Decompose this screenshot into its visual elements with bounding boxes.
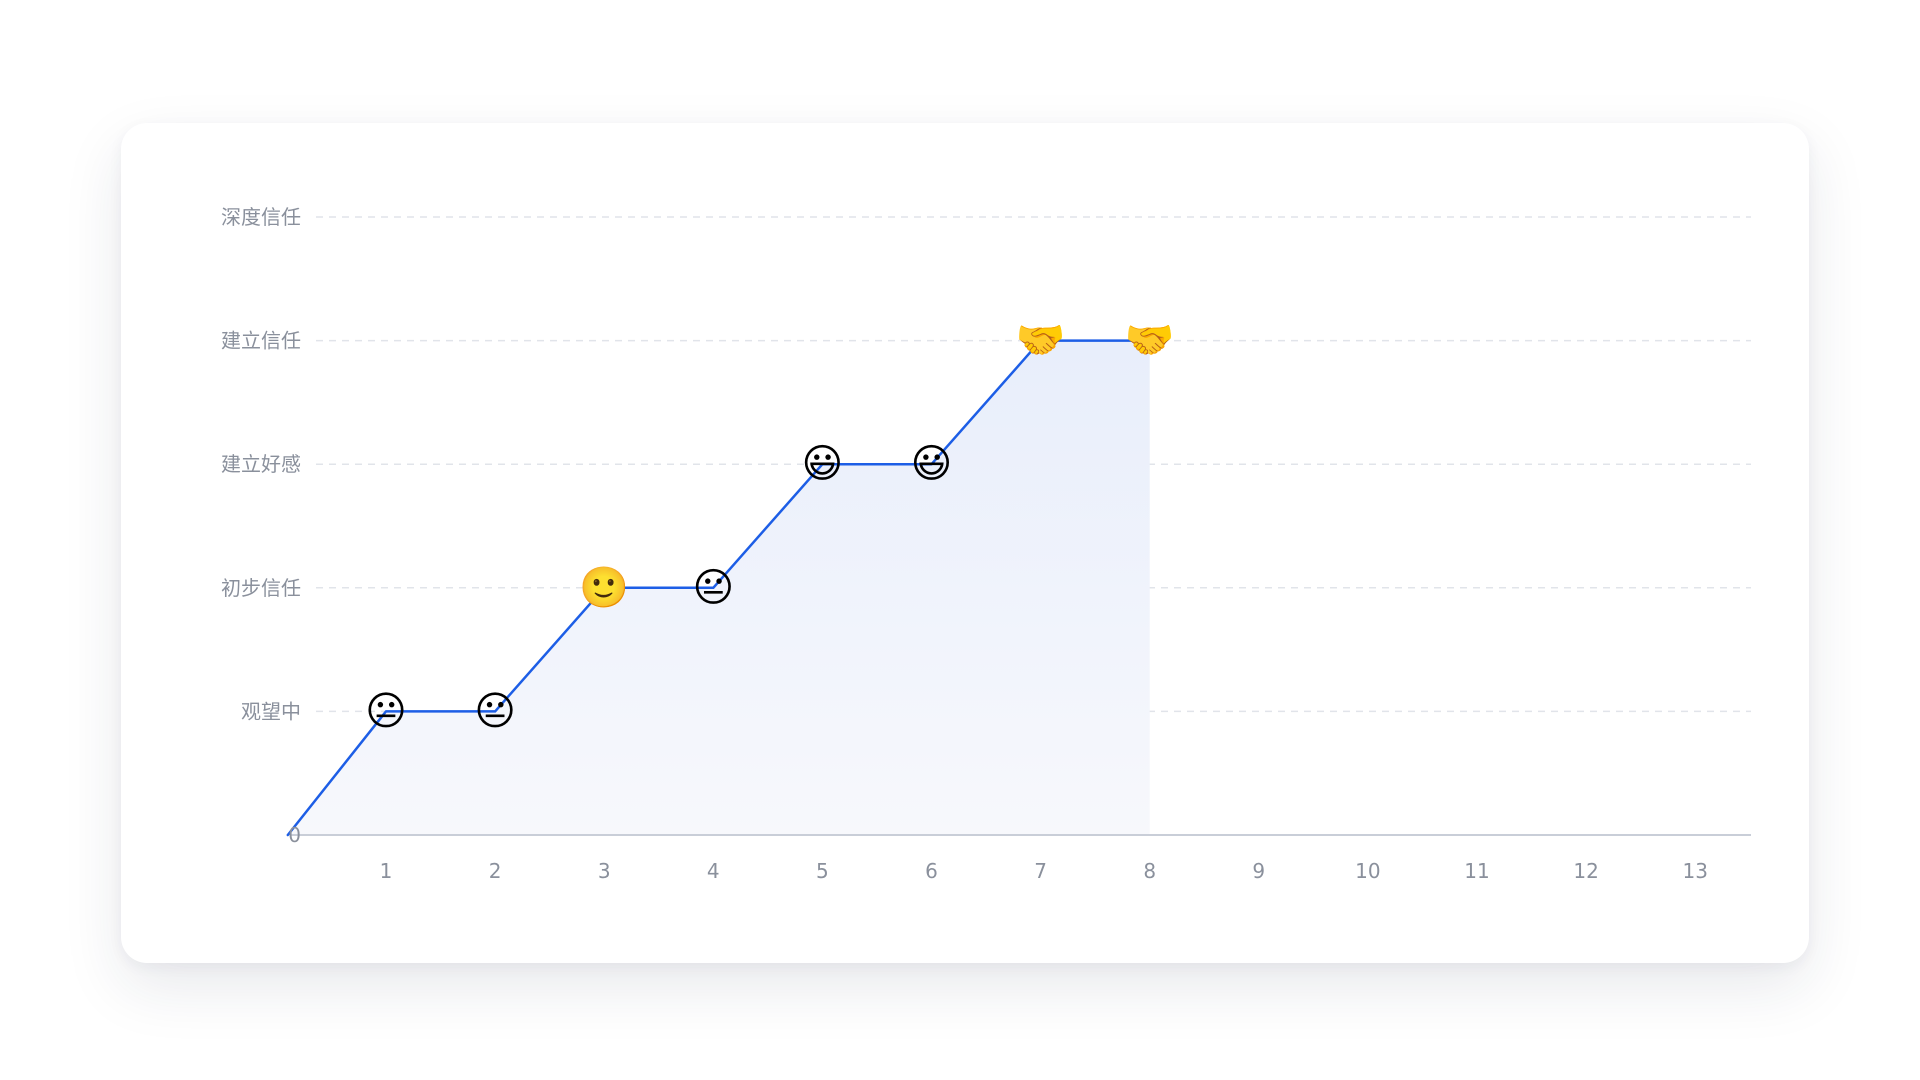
x-tick-label: 10: [1355, 859, 1380, 883]
y-tick-label: 0: [288, 823, 301, 847]
emoji-marker: 😐: [365, 688, 407, 734]
area-shape: [287, 340, 1150, 835]
emoji-marker: 😐: [474, 688, 516, 734]
x-tick-label: 11: [1464, 859, 1489, 883]
x-tick-label: 2: [489, 859, 502, 883]
emoji-marker: 😐: [692, 565, 734, 611]
y-tick-label: 深度信任: [221, 205, 301, 229]
emoji-marker: 🙂: [579, 565, 629, 611]
x-tick-label: 6: [925, 859, 938, 883]
series-polyline: [286, 339, 1151, 837]
series-line: [286, 339, 1151, 837]
x-tick-label: 8: [1143, 859, 1156, 883]
emoji-marker: 🤝: [1125, 318, 1175, 364]
emoji-marker: 🤝: [1016, 318, 1066, 364]
series-markers: 😐 😐 🙂 😐 😃 😃 🤝 🤝: [365, 318, 1174, 735]
area-fill: [287, 340, 1150, 835]
x-tick-label: 9: [1252, 859, 1265, 883]
y-tick-label: 初步信任: [221, 576, 301, 600]
x-tick-label: 4: [707, 859, 720, 883]
x-axis-ticks: 1 2 3 4 5 6 7 8 9 10 11 12 13: [380, 859, 1708, 883]
y-tick-label: 建立好感: [221, 452, 301, 476]
y-axis-ticks: 0 观望中 初步信任 建立好感 建立信任 深度信任: [221, 205, 301, 847]
emoji-marker: 😃: [802, 441, 844, 487]
x-tick-label: 5: [816, 859, 829, 883]
emoji-marker: 😃: [911, 441, 953, 487]
x-tick-label: 13: [1682, 859, 1707, 883]
x-tick-label: 3: [598, 859, 611, 883]
y-tick-label: 建立信任: [221, 329, 301, 353]
x-tick-label: 1: [380, 859, 393, 883]
x-tick-label: 7: [1034, 859, 1047, 883]
y-tick-label: 观望中: [241, 699, 301, 723]
x-tick-label: 12: [1573, 859, 1598, 883]
